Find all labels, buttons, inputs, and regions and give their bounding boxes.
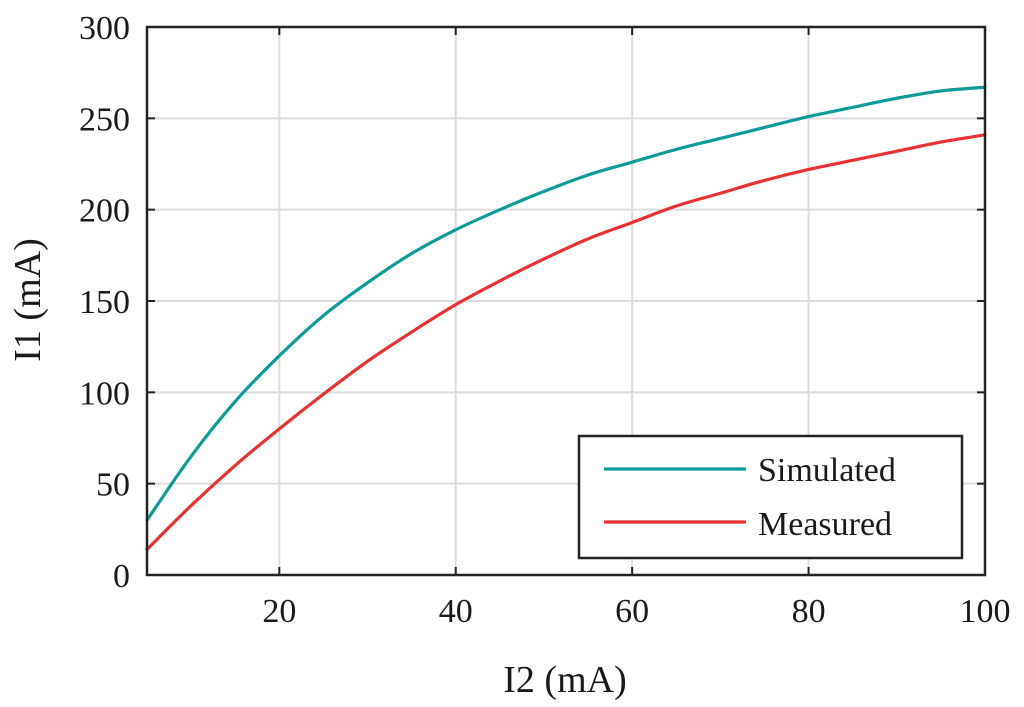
x-axis-title: I2 (mA) (503, 659, 626, 701)
grid (147, 27, 985, 575)
legend-label-simulated: Simulated (758, 452, 896, 489)
y-tick-labels: 0 50 100 150 200 250 300 (79, 10, 130, 595)
series-line-measured (145, 133, 987, 552)
legend-label-measured: Measured (758, 506, 892, 543)
x-tick-label: 40 (439, 593, 473, 630)
y-tick-label: 300 (79, 10, 130, 47)
y-tick-label: 150 (79, 284, 130, 321)
y-axis-title: I1 (mA) (7, 238, 49, 361)
y-tick-label: 50 (96, 467, 130, 504)
y-tick-label: 200 (79, 193, 130, 230)
x-tick-label: 60 (615, 593, 649, 630)
y-tick-label: 250 (79, 101, 130, 138)
legend: Simulated Measured (577, 434, 964, 560)
plot-series (145, 85, 987, 552)
y-tick-label: 100 (79, 375, 130, 412)
legend-box (577, 434, 964, 560)
y-tick-label: 0 (113, 558, 130, 595)
x-tick-label: 100 (960, 593, 1011, 630)
x-tick-label: 20 (262, 593, 296, 630)
axis-ticks (147, 26, 986, 576)
x-tick-labels: 20 40 60 80 100 (262, 593, 1010, 630)
x-tick-label: 80 (792, 593, 826, 630)
series-line-simulated (145, 85, 987, 522)
